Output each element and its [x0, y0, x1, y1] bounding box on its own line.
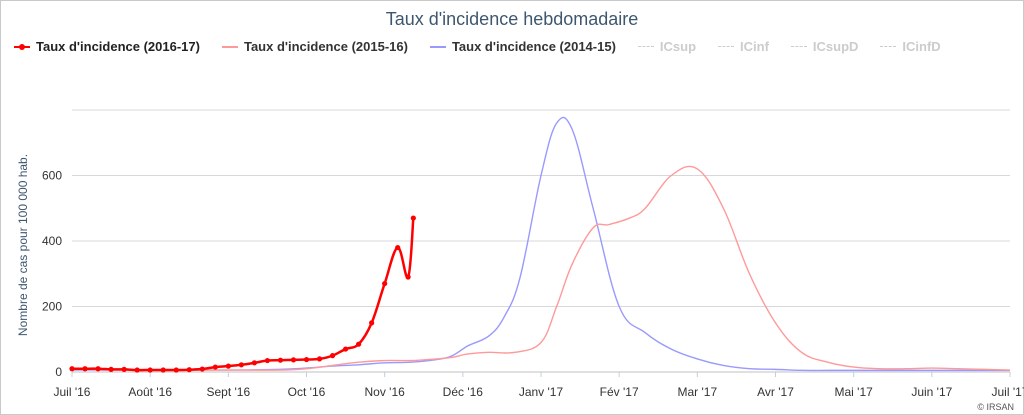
legend-dashed-icon — [880, 42, 897, 52]
data-point[interactable] — [147, 367, 153, 373]
data-point[interactable] — [329, 353, 336, 359]
chart-title: Taux d'incidence hebdomadaire — [385, 9, 639, 29]
y-tick-label: 200 — [42, 300, 62, 314]
grid-lines — [72, 109, 1010, 373]
legend-dashed-icon — [718, 42, 735, 52]
legend-line-icon — [221, 42, 238, 52]
y-axis-label: Nombre de cas pour 100 000 hab. — [16, 154, 30, 336]
data-point[interactable] — [121, 366, 127, 372]
data-point[interactable] — [369, 320, 375, 326]
x-tick-label: Avr '17 — [757, 385, 794, 399]
x-tick-label: Oct '16 — [288, 385, 326, 399]
legend-item-2016-17[interactable]: Taux d'incidence (2016-17) — [14, 39, 200, 54]
x-axis-ticks: Juil '16 Août '16 Sept '16 Oct '16 Nov '16 Dé… — [54, 372, 1024, 399]
data-point[interactable] — [225, 363, 231, 369]
legend-item-icsupd[interactable]: ICsupD — [790, 39, 859, 54]
x-tick-label: Mar '17 — [678, 385, 718, 399]
legend-item-icinfd[interactable]: ICinfD — [880, 39, 941, 54]
data-point[interactable] — [212, 364, 218, 370]
series-layer — [69, 116, 1011, 373]
legend-label: ICsup — [659, 39, 697, 54]
data-point[interactable] — [134, 367, 140, 373]
data-point[interactable] — [277, 357, 284, 363]
legend-item-2015-16[interactable]: Taux d'incidence (2015-16) — [221, 39, 408, 54]
legend-item-icinf[interactable]: ICinf — [718, 39, 769, 54]
data-point[interactable] — [69, 366, 75, 372]
legend-label: ICsupD — [812, 39, 859, 54]
legend-item-icsup[interactable]: ICsup — [637, 39, 697, 54]
data-point[interactable] — [108, 366, 114, 372]
data-point[interactable] — [264, 357, 271, 364]
data-point[interactable] — [382, 280, 388, 287]
data-point[interactable] — [160, 367, 166, 373]
chart-legend: Taux d'incidence (2016-17) Taux d'incide… — [14, 39, 963, 54]
legend-item-2014-15[interactable]: Taux d'incidence (2014-15) — [429, 39, 616, 54]
legend-label: ICinf — [740, 39, 769, 54]
legend-dashed-icon — [637, 42, 654, 52]
x-tick-label: Juil '17 — [992, 385, 1024, 399]
legend-label: Taux d'incidence (2016-17) — [36, 39, 200, 54]
x-tick-label: Déc '16 — [443, 385, 484, 399]
data-point[interactable] — [290, 357, 297, 363]
x-tick-label: Fév '17 — [600, 385, 639, 399]
data-point[interactable] — [95, 366, 101, 372]
x-tick-label: Nov '16 — [365, 385, 406, 399]
legend-line-icon — [429, 42, 446, 52]
x-tick-label: Janv '17 — [519, 385, 564, 399]
y-axis-ticks: 0 200 400 600 — [42, 169, 62, 380]
series-line-1 — [71, 165, 1011, 371]
legend-label: Taux d'incidence (2015-16) — [243, 39, 408, 54]
data-point[interactable] — [303, 356, 310, 363]
y-tick-label: 400 — [42, 234, 62, 248]
legend-label: Taux d'incidence (2014-15) — [451, 39, 616, 54]
y-tick-label: 0 — [55, 365, 62, 379]
data-point[interactable] — [173, 367, 179, 373]
data-point[interactable] — [342, 346, 349, 352]
data-point[interactable] — [199, 366, 205, 372]
data-point[interactable] — [356, 341, 362, 347]
series-line-0 — [72, 217, 415, 372]
data-point[interactable] — [251, 360, 257, 366]
x-tick-label: Mai '17 — [835, 385, 874, 399]
data-point[interactable] — [410, 215, 416, 221]
data-point[interactable] — [395, 244, 401, 251]
data-point[interactable] — [405, 274, 411, 280]
legend-dashed-icon — [790, 42, 807, 52]
y-tick-label: 600 — [42, 169, 62, 183]
x-tick-label: Juin '17 — [911, 385, 952, 399]
legend-label: ICinfD — [902, 39, 941, 54]
data-point[interactable] — [238, 362, 244, 368]
data-point[interactable] — [316, 356, 323, 362]
data-point[interactable] — [82, 366, 88, 372]
x-tick-label: Juil '16 — [54, 385, 91, 399]
series-line-2 — [72, 116, 1010, 372]
x-tick-label: Août '16 — [128, 385, 172, 399]
legend-line-marker-icon — [14, 42, 30, 52]
x-tick-label: Sept '16 — [206, 385, 250, 399]
data-point[interactable] — [186, 367, 192, 373]
watermark-text: © IRSAN — [977, 402, 1014, 412]
